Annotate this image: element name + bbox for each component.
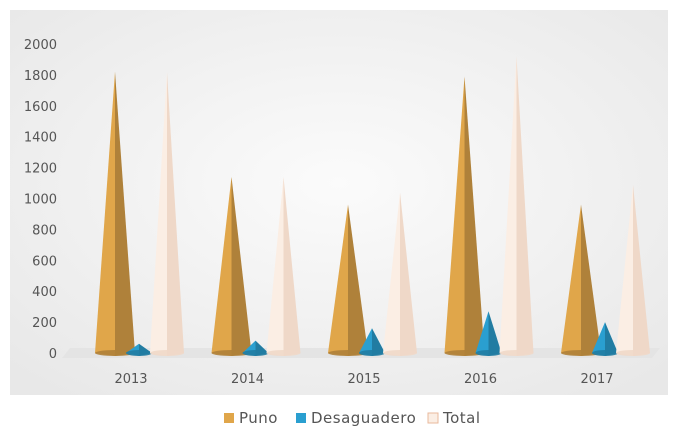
y-tick-label: 400 xyxy=(32,285,57,300)
y-tick-label: 1600 xyxy=(24,100,57,115)
y-tick-label: 600 xyxy=(32,254,57,269)
y-tick-label: 1000 xyxy=(24,193,57,208)
legend-label-desaguadero: Desaguadero xyxy=(311,409,416,427)
y-tick-label: 200 xyxy=(32,316,57,331)
x-category-label: 2017 xyxy=(580,372,613,387)
y-tick-label: 1200 xyxy=(24,162,57,177)
legend-swatch-puno xyxy=(224,413,234,423)
y-tick-label: 1800 xyxy=(24,69,57,84)
y-tick-label: 0 xyxy=(49,347,57,362)
y-tick-label: 1400 xyxy=(24,131,57,146)
y-tick-label: 800 xyxy=(32,223,57,238)
x-category-label: 2014 xyxy=(231,372,264,387)
x-category-label: 2013 xyxy=(114,372,147,387)
legend-swatch-total xyxy=(428,413,438,423)
x-category-label: 2015 xyxy=(347,372,380,387)
legend-swatch-desaguadero xyxy=(296,413,306,423)
y-tick-label: 2000 xyxy=(24,38,57,53)
x-category-label: 2016 xyxy=(464,372,497,387)
legend-label-total: Total xyxy=(442,409,481,427)
legend-label-puno: Puno xyxy=(239,409,278,427)
